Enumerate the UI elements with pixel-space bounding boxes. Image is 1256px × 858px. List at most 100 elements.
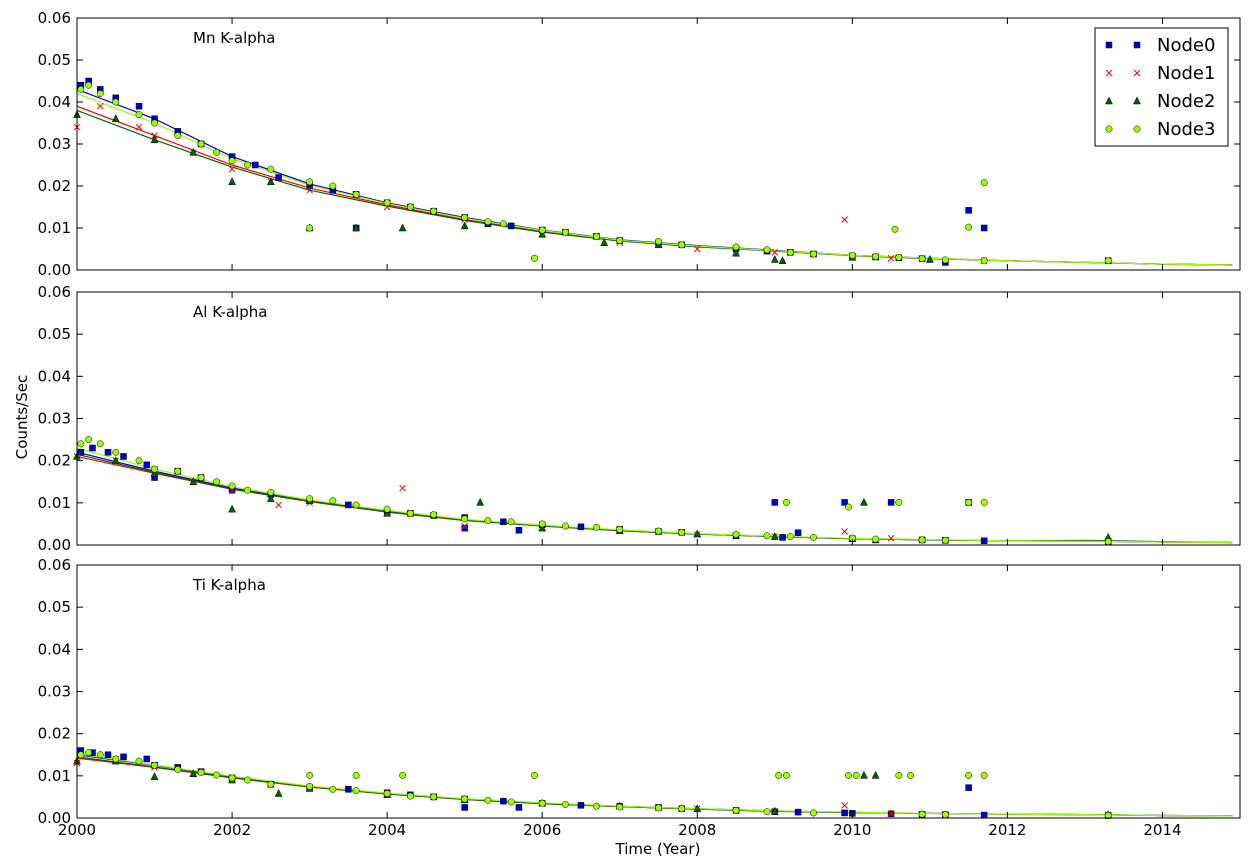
data-point-node3 [918,810,926,818]
data-point-node3 [484,796,492,804]
data-point-node3 [174,766,182,773]
data-point-node1 [887,810,895,818]
data-point-node3 [732,531,740,538]
data-point-node3 [616,525,624,533]
data-point-node0 [794,529,802,537]
data-point-node1 [228,165,236,173]
data-point-node2 [871,770,880,779]
data-point-node1 [275,501,282,509]
y-tick-label: 0.01 [38,219,71,237]
data-point-node0 [104,751,112,758]
data-point-node3 [112,755,120,763]
trend-line-node1 [76,105,1233,266]
data-point-node2 [189,769,198,777]
data-point-node1 [771,249,779,256]
y-tick-label: 0.03 [38,683,71,701]
data-point-node2 [693,529,702,538]
data-point-node3 [267,165,275,173]
data-point-node2 [732,248,740,257]
x-tick-label: 2008 [678,821,716,839]
data-point-node3 [980,498,988,506]
panel-3: 0.00 0.01 0.02 0.03 0.04 0.05 0.06 2000 2002 2004… [38,556,1241,839]
data-point-node3 [872,535,880,543]
data-point-node2 [189,477,198,485]
data-point-node3 [228,774,236,782]
data-point-node1 [461,522,469,530]
data-point-node3 [678,528,686,536]
y-tick-label: 0.03 [38,410,71,428]
legend-box [1094,27,1229,147]
data-point-node3 [228,157,236,165]
data-point-node3 [112,448,120,456]
data-point-node3 [1104,538,1112,546]
x-tick-label: 2014 [1143,821,1181,839]
data-point-node3 [213,478,221,486]
y-tick-label: 0.05 [38,325,71,343]
data-point-node2 [150,468,159,477]
data-point-node3 [895,771,903,779]
data-point-node3 [763,246,771,254]
x-tick-label: 2010 [833,821,871,839]
data-point-node3 [151,119,158,127]
data-point-node0 [461,524,468,532]
data-point-node3 [135,457,143,465]
data-point-node2 [150,135,159,144]
data-point-node3 [763,532,771,540]
data-point-node3 [782,498,790,506]
data-point-node3 [244,486,252,494]
trend-line-node0 [76,88,1233,266]
panel-title: Al K-alpha [193,303,267,321]
data-point-node3 [810,533,818,541]
data-point-node0 [252,161,259,169]
data-point-node2 [925,254,934,263]
data-point-node3 [786,248,794,256]
data-point-node3 [538,799,546,807]
data-point-node2 [770,254,779,263]
y-tick-label: 0.01 [38,767,71,785]
data-point-node2 [111,114,120,123]
data-point-node3 [461,795,469,803]
legend-entry-node0-marker [1105,41,1113,49]
data-point-node3 [352,787,360,795]
data-point-node0 [135,102,143,110]
data-point-node3 [562,522,569,530]
data-point-node0 [89,444,96,452]
data-point-node1 [399,484,406,492]
data-point-node3 [1104,257,1112,265]
data-point-node3 [655,527,662,535]
data-point-node1 [306,186,313,194]
data-point-node2 [476,497,485,506]
y-tick-label: 0.06 [38,556,71,574]
data-point-node0 [345,786,352,793]
legend-entry-node2-marker [1105,96,1113,105]
data-point-node0 [500,518,507,526]
data-point-node3 [655,237,662,245]
panel-title: Ti K-alpha [192,576,266,594]
data-point-node0 [841,499,848,506]
data-point-node0 [104,448,112,456]
data-point-node3 [507,518,515,526]
data-point-node3 [174,132,182,140]
plot-frame [76,17,1241,271]
y-tick-label: 0.00 [38,809,71,827]
data-point-node2 [189,147,198,156]
trend-line-node3 [76,753,1233,817]
data-point-node3 [965,771,973,779]
data-point-node2 [860,770,868,779]
data-point-node2 [693,804,702,812]
data-point-node3 [430,793,438,801]
x-tick-label: 2004 [368,821,406,839]
data-point-node3 [228,482,236,490]
data-point-node2 [538,523,547,532]
data-point-node0 [965,784,972,791]
data-point-node3 [197,769,205,776]
data-point-node2 [460,221,469,230]
data-point-node1 [841,528,848,535]
data-point-node3 [775,771,783,779]
y-tick-label: 0.06 [38,283,71,301]
data-point-node3 [980,179,988,187]
data-point-node3 [135,757,143,765]
data-point-node3 [329,785,337,793]
